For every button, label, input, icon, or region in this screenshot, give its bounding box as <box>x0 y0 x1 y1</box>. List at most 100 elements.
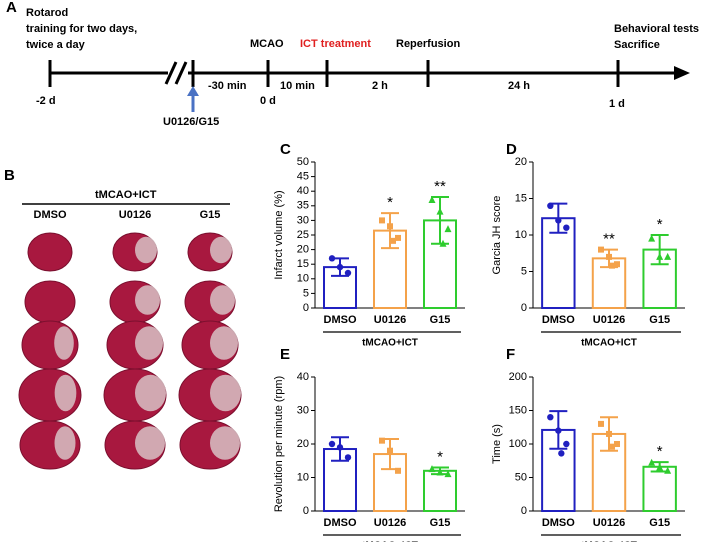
data-point <box>379 437 385 444</box>
timeline-text: training for two days, <box>26 23 137 35</box>
x-tick-label: U0126 <box>374 314 406 326</box>
significance: ** <box>603 231 615 248</box>
panel-label: B <box>4 167 15 184</box>
timeline-text: -2 d <box>36 95 56 107</box>
x-tick-label: G15 <box>649 517 670 529</box>
y-axis-title: Revolution per minute (rpm) <box>273 376 285 512</box>
y-tick-label: 30 <box>297 214 309 226</box>
y-tick-label: 15 <box>515 192 527 204</box>
infarct <box>210 426 240 460</box>
brain-slice <box>24 280 76 324</box>
data-point <box>598 246 604 253</box>
column-label: U0126 <box>119 209 151 221</box>
data-point <box>563 224 570 231</box>
y-tick-label: 30 <box>297 404 309 416</box>
y-axis-title: Garcia JH score <box>491 196 503 275</box>
y-tick-label: 0 <box>303 302 309 314</box>
data-point <box>547 202 554 209</box>
data-point <box>664 466 672 474</box>
y-tick-label: 20 <box>515 156 527 168</box>
data-point <box>558 450 565 457</box>
timeline-text: U0126/G15 <box>163 116 219 128</box>
data-point <box>598 420 604 427</box>
y-tick-label: 40 <box>297 185 309 197</box>
brain-slices <box>18 232 242 470</box>
group-label: tMCAO+ICT <box>95 189 157 201</box>
y-axis-title: Time (s) <box>491 424 503 464</box>
group-label: tMCAO+ICT <box>581 541 637 542</box>
y-tick-label: 25 <box>297 229 309 241</box>
brain-slice <box>27 232 73 272</box>
panel-label: D <box>506 141 517 158</box>
y-tick-label: 20 <box>297 244 309 256</box>
y-tick-label: 10 <box>297 273 309 285</box>
timeline-text: Behavioral tests <box>614 23 699 35</box>
data-point <box>656 252 664 260</box>
infarct <box>135 236 157 264</box>
infarct <box>210 374 241 412</box>
data-point <box>606 253 612 260</box>
data-point <box>614 441 620 447</box>
data-point <box>379 217 385 224</box>
infarct <box>210 236 232 264</box>
data-point <box>328 440 336 448</box>
data-point <box>336 263 344 271</box>
significance: * <box>657 443 663 460</box>
significance: * <box>657 216 663 233</box>
data-point <box>436 207 444 215</box>
y-tick-label: 45 <box>297 171 309 183</box>
data-point <box>606 430 612 437</box>
data-point <box>555 427 562 434</box>
x-tick-label: DMSO <box>542 314 575 326</box>
y-tick-label: 35 <box>297 200 309 212</box>
x-tick-label: DMSO <box>542 517 575 529</box>
panel-label: F <box>506 346 515 363</box>
y-tick-label: 20 <box>297 438 309 450</box>
timeline-text: 0 d <box>260 95 276 107</box>
timeline-text: Reperfusion <box>396 38 460 50</box>
arrow-head <box>674 66 690 80</box>
panel-label: E <box>280 346 290 363</box>
y-tick-label: 0 <box>521 505 527 517</box>
data-point <box>444 225 452 233</box>
y-tick-label: 150 <box>509 404 527 416</box>
timeline-text: 2 h <box>372 80 388 92</box>
data-point <box>387 223 393 230</box>
data-point <box>648 458 656 466</box>
group-label: tMCAO+ICT <box>581 338 637 349</box>
data-point <box>328 255 336 262</box>
data-point <box>547 414 554 421</box>
x-tick-label: G15 <box>430 517 451 529</box>
infarct <box>135 326 163 360</box>
timeline-text: MCAO <box>250 38 284 50</box>
y-tick-label: 100 <box>509 438 527 450</box>
timeline-text: 10 min <box>280 80 315 92</box>
data-point <box>555 217 562 224</box>
y-tick-label: 0 <box>303 505 309 517</box>
y-tick-label: 15 <box>297 258 309 270</box>
y-tick-label: 0 <box>521 302 527 314</box>
x-tick-label: G15 <box>649 314 670 326</box>
infarct <box>135 374 166 412</box>
data-point <box>444 470 452 478</box>
column-label: DMSO <box>34 209 67 221</box>
x-tick-label: U0126 <box>593 517 625 529</box>
x-tick-label: G15 <box>430 314 451 326</box>
infarct <box>54 326 74 360</box>
data-point <box>439 239 447 247</box>
infarct <box>54 374 77 412</box>
drug-arrow-head <box>187 86 199 96</box>
x-tick-label: DMSO <box>324 517 357 529</box>
data-point <box>656 463 664 471</box>
timeline-text: -30 min <box>208 80 247 92</box>
data-point <box>395 234 401 241</box>
group-label: tMCAO+ICT <box>362 541 418 542</box>
data-point <box>428 465 436 473</box>
infarct <box>135 426 165 460</box>
y-tick-label: 5 <box>303 287 309 299</box>
data-point <box>609 443 615 450</box>
timeline-text: Rotarod <box>26 7 68 19</box>
data-point <box>436 468 444 476</box>
timeline-text: 1 d <box>609 98 625 110</box>
